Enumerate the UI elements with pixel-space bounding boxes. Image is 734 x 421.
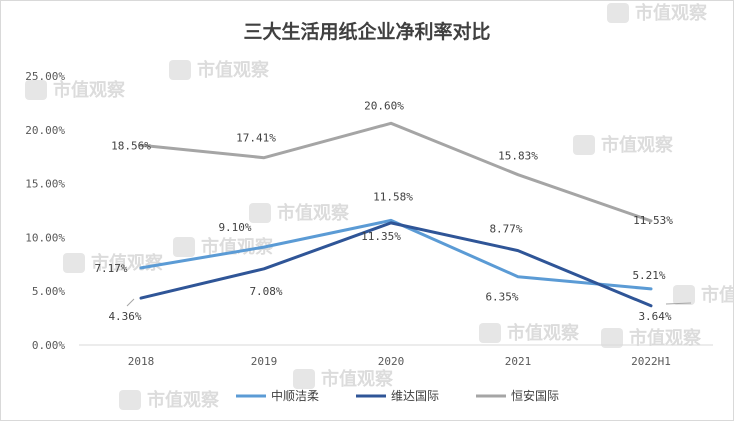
data-label: 11.35% [361, 230, 401, 243]
legend-label: 恒安国际 [511, 388, 559, 403]
legend-item: 维达国际 [356, 389, 439, 403]
data-label: 4.36% [108, 310, 141, 323]
watermark-logo-icon [607, 3, 629, 23]
y-tick-label: 15.00% [25, 178, 65, 191]
legend-label: 中顺洁柔 [271, 388, 319, 403]
watermark-logo-icon [173, 237, 195, 257]
series-line-1 [139, 218, 653, 291]
y-tick-label: 0.00% [32, 339, 65, 352]
watermark: 市值观察 [169, 59, 270, 81]
watermark-text: 市值观察 [601, 134, 674, 156]
watermark-text: 市值观察 [701, 284, 733, 306]
watermark-logo-icon [573, 135, 595, 155]
watermark-text: 市值观察 [629, 327, 702, 349]
leader-line [665, 302, 692, 305]
watermark: 市值观察 [249, 202, 350, 224]
watermark: 市值观察 [293, 368, 394, 390]
watermark-logo-icon [169, 60, 191, 80]
series-line-2 [139, 221, 653, 308]
data-label: 17.41% [236, 132, 276, 145]
data-label: 11.53% [633, 214, 673, 227]
watermark-text: 市值观察 [277, 202, 350, 224]
data-label: 9.10% [218, 221, 251, 234]
y-axis-ticks: 0.00% 5.00% 10.00% 15.00% 20.00% 25.00% [25, 70, 65, 352]
watermark-logo-icon [673, 285, 695, 305]
watermark: 市值观察 [601, 327, 702, 349]
legend-label: 维达国际 [391, 389, 439, 403]
data-label: 3.64% [638, 310, 671, 323]
watermark-text: 市值观察 [635, 2, 708, 24]
watermark-logo-icon [25, 80, 47, 100]
watermark: 市值观察 [173, 236, 274, 258]
legend-item: 中顺洁柔 [236, 388, 319, 403]
watermark-logo-icon [63, 253, 85, 273]
data-label: 18.56% [111, 139, 151, 152]
data-label: 7.08% [249, 285, 282, 298]
watermark-text: 市值观察 [507, 322, 580, 344]
watermark: 市值观察 [119, 389, 220, 411]
watermark-text: 市值观察 [147, 389, 220, 411]
x-tick-label: 2022H1 [631, 355, 671, 368]
leader-line [126, 298, 135, 307]
watermark: 市值观察 [673, 284, 733, 306]
watermark: 市值观察 [607, 2, 708, 24]
data-label: 6.35% [485, 291, 518, 304]
data-label: 15.83% [498, 150, 538, 163]
watermark: 市值观察 [573, 134, 674, 156]
x-tick-label: 2021 [505, 355, 532, 368]
x-axis-ticks: 2018 2019 2020 2021 2022H1 [128, 355, 671, 368]
watermark-text: 市值观察 [53, 79, 126, 101]
x-tick-label: 2018 [128, 355, 155, 368]
y-tick-label: 25.00% [25, 70, 65, 83]
chart-title: 三大生活用纸企业净利率对比 [243, 20, 490, 43]
x-tick-label: 2019 [251, 355, 278, 368]
watermark: 市值观察 [479, 322, 580, 344]
data-label: 11.58% [373, 190, 413, 203]
legend: 中顺洁柔 维达国际 恒安国际 [236, 388, 559, 403]
series-layer [139, 121, 653, 308]
watermark-logo-icon [293, 369, 315, 389]
watermark-logo-icon [601, 328, 623, 348]
y-tick-label: 20.00% [25, 124, 65, 137]
data-label: 20.60% [364, 99, 404, 112]
watermark: 市值观察 [25, 79, 126, 101]
watermark-text: 市值观察 [201, 236, 274, 258]
series-line-3 [139, 121, 653, 223]
watermark-logo-icon [249, 203, 271, 223]
data-labels-layer: 7.17% 9.10% 11.58% 6.35% 5.21% 4.36% 7.08% 11.3… [94, 99, 692, 323]
y-tick-label: 5.00% [32, 285, 65, 298]
x-tick-label: 2020 [378, 355, 405, 368]
data-label: 7.17% [94, 262, 127, 275]
data-label: 8.77% [489, 223, 522, 236]
watermark-logo-icon [119, 390, 141, 410]
data-label: 5.21% [632, 269, 665, 282]
watermark-layer: 市值观察市值观察市值观察市值观察市值观察市值观察市值观察市值观察市值观察市值观察… [25, 2, 733, 411]
legend-item: 恒安国际 [476, 388, 559, 403]
watermark-logo-icon [479, 323, 501, 343]
watermark-text: 市值观察 [321, 368, 394, 390]
watermark-text: 市值观察 [197, 59, 270, 81]
y-tick-label: 10.00% [25, 231, 65, 244]
